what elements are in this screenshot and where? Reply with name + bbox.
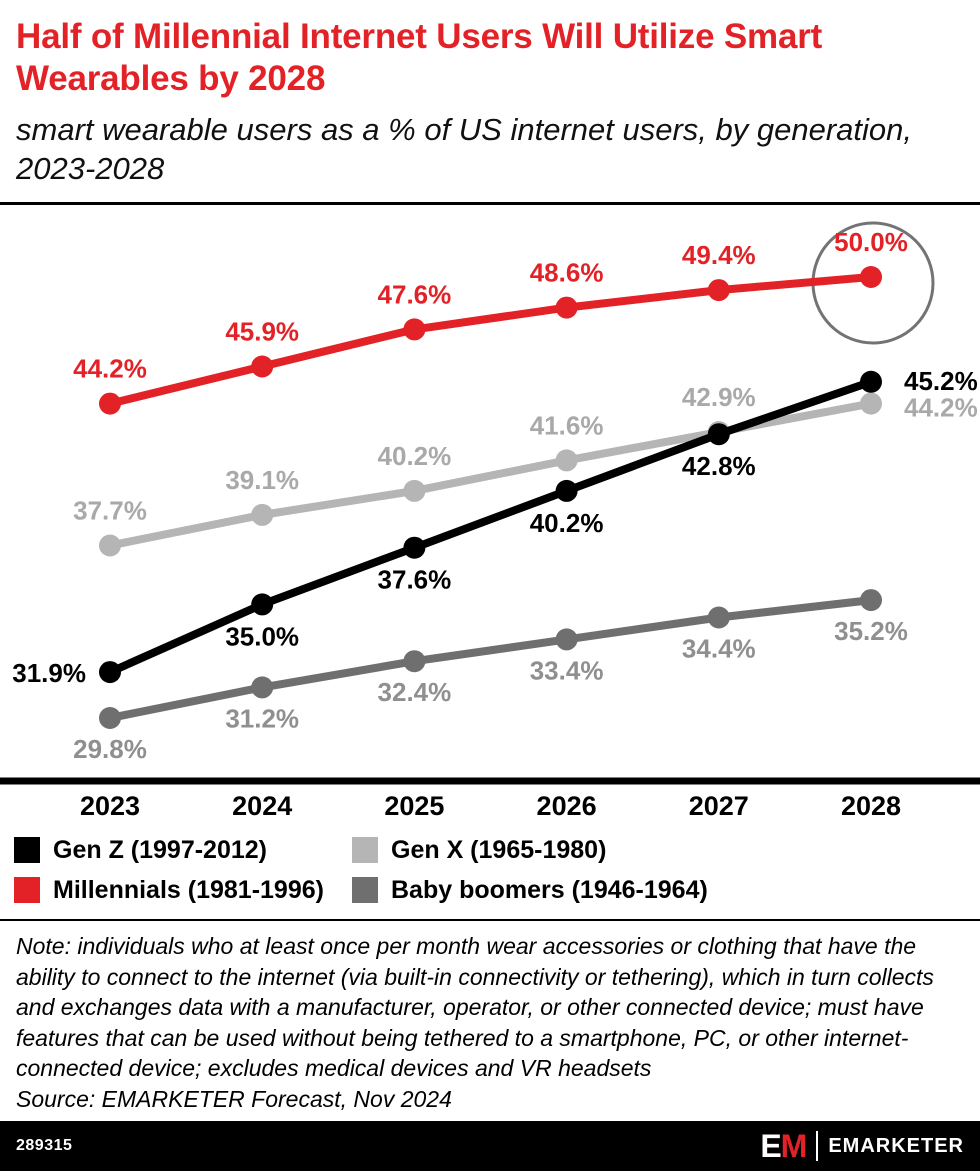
data-label-gen-z-1997-2012: 40.2% <box>530 508 604 538</box>
data-point-baby-boomers-1946-1964 <box>99 707 121 730</box>
data-point-baby-boomers-1946-1964 <box>555 628 578 651</box>
legend-label: Gen Z (1997-2012) <box>53 836 267 865</box>
data-point-gen-x-1965-1980 <box>555 449 578 472</box>
x-axis-label: 2023 <box>80 791 140 821</box>
data-point-gen-z-1997-2012 <box>555 479 578 502</box>
x-axis-label: 2025 <box>384 791 444 821</box>
data-point-baby-boomers-1946-1964 <box>403 650 426 673</box>
legend-swatch <box>14 877 40 904</box>
data-label-gen-x-1965-1980: 44.2% <box>904 393 978 423</box>
brand-name: EMARKETER <box>828 1134 964 1157</box>
data-point-millennials-1981-1996 <box>251 355 274 378</box>
data-label-baby-boomers-1946-1964: 35.2% <box>834 616 908 646</box>
x-axis-label: 2027 <box>689 791 749 821</box>
data-label-millennials-1981-1996: 47.6% <box>378 279 452 309</box>
em-logo-letter-e: E <box>760 1128 781 1164</box>
x-axis-label: 2024 <box>232 791 292 821</box>
data-point-gen-x-1965-1980 <box>403 479 426 502</box>
logo-divider <box>816 1131 819 1161</box>
data-point-gen-x-1965-1980 <box>251 503 274 526</box>
data-label-millennials-1981-1996: 48.6% <box>530 258 604 288</box>
data-label-gen-z-1997-2012: 42.8% <box>682 451 756 481</box>
data-label-gen-z-1997-2012: 31.9% <box>12 658 86 688</box>
data-point-millennials-1981-1996 <box>707 279 730 302</box>
data-label-gen-x-1965-1980: 42.9% <box>682 382 756 412</box>
note-text: Note: individuals who at least once per … <box>16 933 934 1082</box>
chart-line-gen-z-1997-2012 <box>106 377 875 677</box>
legend-item: Baby boomers (1946-1964) <box>352 876 980 905</box>
data-label-millennials-1981-1996: 45.9% <box>225 317 299 347</box>
footer-bar: 289315 EM EMARKETER <box>0 1121 980 1171</box>
chart-area: 37.7% 39.1% 40.2% 41.6% 42.9% 44.2% 29.8% 31.2%… <box>0 205 980 825</box>
x-axis-label: 2026 <box>537 791 597 821</box>
data-label-millennials-1981-1996: 49.4% <box>682 240 756 270</box>
data-label-gen-x-1965-1980: 39.1% <box>225 465 299 495</box>
data-point-gen-z-1997-2012 <box>860 370 882 393</box>
data-label-gen-z-1997-2012: 45.2% <box>904 366 978 396</box>
source-text: Source: EMARKETER Forecast, Nov 2024 <box>16 1085 452 1112</box>
em-logo-letter-m: M <box>780 1128 808 1164</box>
legend-swatch <box>14 837 40 864</box>
data-point-gen-x-1965-1980 <box>99 534 121 557</box>
data-point-gen-z-1997-2012 <box>99 661 121 684</box>
legend-label: Millennials (1981-1996) <box>53 876 324 905</box>
data-point-baby-boomers-1946-1964 <box>707 606 730 629</box>
data-label-baby-boomers-1946-1964: 31.2% <box>225 703 299 733</box>
data-label-baby-boomers-1946-1964: 32.4% <box>378 677 452 707</box>
legend-swatch <box>352 877 378 904</box>
data-label-gen-x-1965-1980: 40.2% <box>378 441 452 471</box>
em-monogram-icon: EM <box>760 1128 808 1164</box>
data-label-millennials-1981-1996: 50.0% <box>834 227 908 257</box>
data-label-gen-x-1965-1980: 41.6% <box>530 410 604 440</box>
legend-swatch <box>352 837 378 864</box>
data-label-millennials-1981-1996: 44.2% <box>73 354 147 384</box>
notes-divider <box>0 919 980 922</box>
legend-item: Gen X (1965-1980) <box>352 836 980 865</box>
data-label-baby-boomers-1946-1964: 33.4% <box>530 655 604 685</box>
data-point-gen-x-1965-1980 <box>860 392 882 415</box>
chart-line-millennials-1981-1996 <box>106 273 875 408</box>
chart-notes: Note: individuals who at least once per … <box>16 931 964 1114</box>
legend-label: Baby boomers (1946-1964) <box>391 876 708 905</box>
x-axis-label: 2028 <box>841 791 901 821</box>
data-point-gen-z-1997-2012 <box>707 423 730 446</box>
data-label-gen-x-1965-1980: 37.7% <box>73 496 147 526</box>
chart-header: Half of Millennial Internet Users Will U… <box>0 0 980 188</box>
data-point-millennials-1981-1996 <box>403 318 426 341</box>
header-divider <box>0 202 980 206</box>
emarketer-logo: EM EMARKETER <box>760 1130 964 1162</box>
data-point-gen-z-1997-2012 <box>251 593 274 616</box>
data-label-gen-z-1997-2012: 37.6% <box>378 565 452 595</box>
chart-title: Half of Millennial Internet Users Will U… <box>16 17 823 98</box>
data-point-baby-boomers-1946-1964 <box>251 676 274 699</box>
data-label-gen-z-1997-2012: 35.0% <box>225 621 299 651</box>
data-label-baby-boomers-1946-1964: 34.4% <box>682 634 756 664</box>
legend-label: Gen X (1965-1980) <box>391 836 607 865</box>
chart-subtitle: smart wearable users as a % of US intern… <box>16 112 912 187</box>
chart-legend: Gen Z (1997-2012) Gen X (1965-1980) Millen… <box>14 836 980 905</box>
line-chart: 37.7% 39.1% 40.2% 41.6% 42.9% 44.2% 29.8% 31.2%… <box>0 221 980 821</box>
data-point-millennials-1981-1996 <box>860 266 882 289</box>
legend-item: Millennials (1981-1996) <box>14 876 352 905</box>
data-point-gen-z-1997-2012 <box>403 536 426 559</box>
data-point-baby-boomers-1946-1964 <box>860 589 882 612</box>
legend-item: Gen Z (1997-2012) <box>14 836 352 865</box>
chart-id: 289315 <box>16 1137 73 1154</box>
data-label-baby-boomers-1946-1964: 29.8% <box>73 734 147 764</box>
chart-line-baby-boomers-1946-1964 <box>106 596 875 723</box>
data-point-millennials-1981-1996 <box>555 296 578 319</box>
data-point-millennials-1981-1996 <box>99 392 121 415</box>
